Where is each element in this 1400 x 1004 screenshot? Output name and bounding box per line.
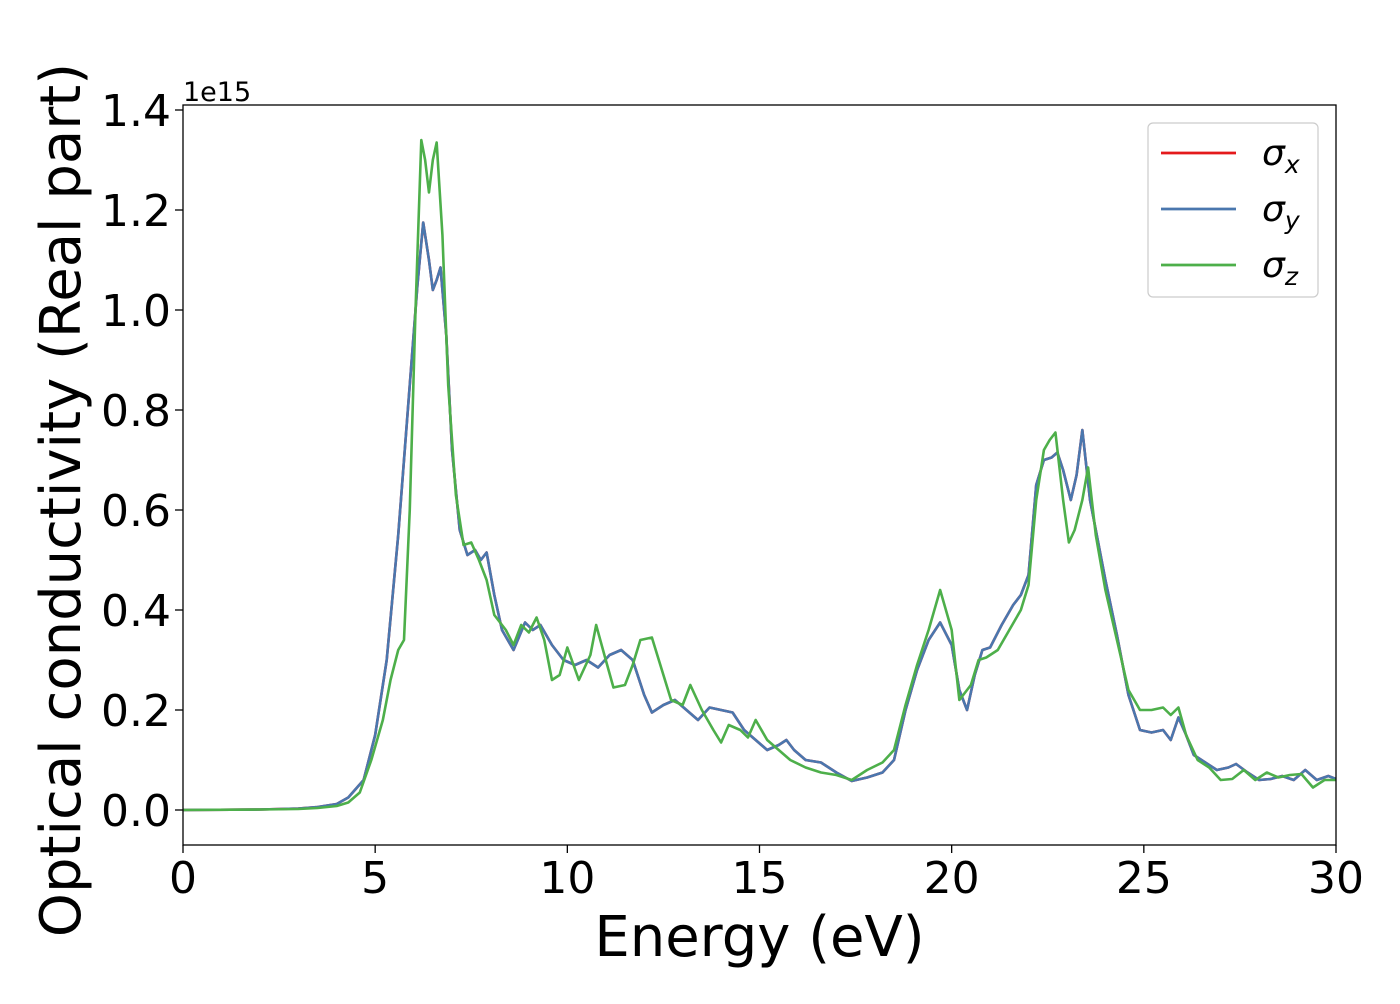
y-tick-label: 1.4 — [101, 86, 171, 137]
legend-label: σz — [1262, 245, 1299, 291]
legend-item-y: σy — [1161, 189, 1301, 235]
legend-label: σy — [1262, 189, 1301, 235]
legend-item-z: σz — [1161, 245, 1299, 291]
legend-label: σx — [1262, 133, 1300, 179]
y-axis-ticks: 0.0 0.2 0.4 0.6 0.8 1.0 1.2 1.4 — [101, 86, 183, 837]
x-tick-label: 15 — [732, 853, 788, 904]
legend: σx σy σz — [1147, 122, 1319, 298]
y-tick-label: 0.6 — [101, 486, 171, 537]
y-offset-label: 1e15 — [183, 77, 251, 108]
y-tick-label: 0.0 — [101, 786, 171, 837]
x-tick-label: 5 — [361, 853, 389, 904]
x-tick-label: 25 — [1116, 853, 1172, 904]
legend-items: σx σy σz — [1161, 133, 1301, 291]
y-tick-label: 1.0 — [101, 286, 171, 337]
legend-item-x: σx — [1161, 133, 1300, 179]
x-tick-label: 30 — [1308, 853, 1364, 904]
x-tick-label: 10 — [539, 853, 595, 904]
y-tick-label: 0.4 — [101, 586, 171, 637]
series-layer — [183, 138, 1336, 812]
x-tick-label: 20 — [924, 853, 980, 904]
y-tick-label: 0.2 — [101, 686, 171, 737]
x-tick-label: 0 — [169, 853, 197, 904]
series-line-z — [183, 138, 1336, 812]
x-axis-ticks: 0 5 10 15 20 25 30 — [169, 845, 1364, 904]
y-tick-label: 0.8 — [101, 386, 171, 437]
y-tick-label: 1.2 — [101, 186, 171, 237]
y-axis-title: Optical conductivity (Real part) — [29, 63, 94, 937]
x-axis-title: Energy (eV) — [594, 905, 924, 970]
